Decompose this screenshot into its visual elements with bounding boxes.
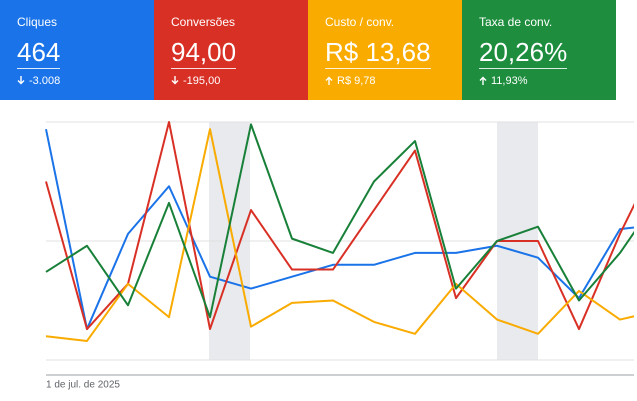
delta-arrow bbox=[479, 75, 491, 87]
series-line bbox=[45, 128, 634, 331]
delta-arrow bbox=[325, 75, 337, 87]
delta-arrow bbox=[17, 75, 29, 87]
metric-title: Cliques bbox=[17, 15, 58, 29]
metric-value-wrap: 20,26% bbox=[479, 29, 616, 69]
metric-title: Conversões bbox=[171, 15, 236, 29]
metric-delta: R$ 9,78 bbox=[337, 75, 376, 87]
metric-value-wrap: 94,00 bbox=[171, 29, 308, 69]
series-line bbox=[45, 121, 634, 331]
metric-title: Custo / conv. bbox=[325, 15, 395, 29]
metric-value-wrap: 464 bbox=[17, 29, 154, 69]
metric-title: Taxa de conv. bbox=[479, 15, 553, 29]
metric-card[interactable]: Cliques 464 -3.008 bbox=[0, 0, 154, 100]
metric-delta-row: -3.008 bbox=[17, 75, 154, 87]
metric-card[interactable]: Custo / conv. R$ 13,68 R$ 9,78 bbox=[308, 0, 462, 100]
x-tick-label: 1 de jul. de 2025 bbox=[46, 380, 120, 391]
metric-delta-row: R$ 9,78 bbox=[325, 75, 462, 87]
lines bbox=[45, 121, 634, 342]
metric-value: 464 bbox=[17, 37, 61, 69]
metric-value: 20,26% bbox=[479, 37, 568, 69]
metric-value-wrap: R$ 13,68 bbox=[325, 29, 462, 69]
metric-delta-row: 11,93% bbox=[479, 75, 616, 87]
metric-card[interactable]: Conversões 94,00 -195,00 bbox=[154, 0, 308, 100]
series-line bbox=[45, 123, 634, 319]
metric-delta: -3.008 bbox=[29, 75, 61, 87]
delta-arrow bbox=[171, 75, 183, 87]
metric-delta-row: -195,00 bbox=[171, 75, 308, 87]
metric-delta: -195,00 bbox=[183, 75, 221, 87]
metric-cards: Cliques 464 -3.008 Conversões 94,00 -195,00 Cu… bbox=[0, 0, 616, 100]
metric-delta: 11,93% bbox=[491, 75, 528, 87]
series-line bbox=[45, 128, 634, 342]
metric-card[interactable]: Taxa de conv. 20,26% 11,93% bbox=[462, 0, 616, 100]
metric-value: R$ 13,68 bbox=[325, 37, 431, 69]
metric-value: 94,00 bbox=[171, 37, 237, 69]
